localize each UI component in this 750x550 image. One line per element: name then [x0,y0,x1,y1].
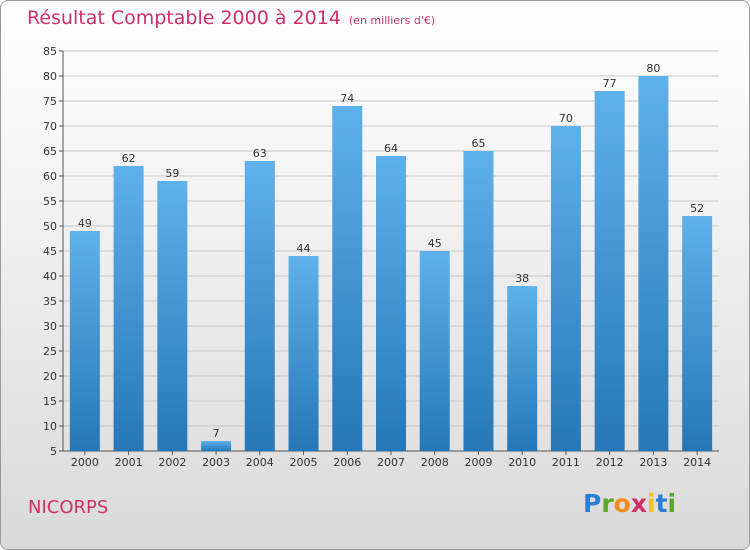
x-tick-label-2003: 2003 [202,456,230,469]
x-tick-label-2008: 2008 [421,456,449,469]
data-label-2009: 65 [471,137,485,150]
bar-2011 [550,126,581,451]
x-tick-label-2009: 2009 [464,456,492,469]
x-tick-label-2007: 2007 [377,456,405,469]
data-label-2000: 49 [78,217,92,230]
y-tick-label: 65 [43,145,57,158]
bar-2013 [638,76,669,451]
chart-title: Résultat Comptable 2000 à 2014 [27,7,341,29]
data-label-2001: 62 [122,152,136,165]
x-tick-label-2011: 2011 [552,456,580,469]
x-tick-label-2014: 2014 [683,456,711,469]
x-tick-label-2005: 2005 [290,456,318,469]
y-tick-label: 15 [43,395,57,408]
logo-letter: x [630,489,647,518]
x-tick-label-2013: 2013 [639,456,667,469]
bar-2010 [507,286,538,451]
logo-letter: i [667,489,677,518]
data-label-2011: 70 [559,112,573,125]
data-label-2005: 44 [297,242,311,255]
x-tick-label-2002: 2002 [158,456,186,469]
y-tick-label: 80 [43,70,57,83]
data-label-2002: 59 [165,167,179,180]
data-label-2007: 64 [384,142,398,155]
x-tick-label-2000: 2000 [71,456,99,469]
y-tick-label: 20 [43,370,57,383]
bar-2007 [376,156,406,451]
data-label-2010: 38 [515,272,529,285]
logo-letter: t [655,489,668,518]
bar-2002 [157,181,188,451]
y-tick-label: 40 [43,270,57,283]
x-tick-label-2012: 2012 [596,456,624,469]
bar-2003 [201,441,232,451]
bar-2014 [682,216,713,451]
data-label-2004: 63 [253,147,267,160]
data-label-2008: 45 [428,237,442,250]
y-tick-label: 50 [43,220,57,233]
data-label-2003: 7 [213,427,220,440]
data-label-2014: 52 [690,202,704,215]
y-tick-label: 55 [43,195,57,208]
logo-letter: i [647,489,656,518]
x-tick-labels: 2000 2001 2002 2003 2004 2005 2006 2007 2008 2009… [71,456,711,469]
bar-2012 [594,91,625,451]
bar-2005 [288,256,319,451]
y-tick-label: 85 [43,45,57,58]
bar-2000 [69,231,100,451]
bar-2004 [244,161,275,451]
title-row: Résultat Comptable 2000 à 2014 (en millie… [27,7,435,29]
y-tick-label: 10 [43,420,57,433]
y-tick-label: 25 [43,345,57,358]
y-tick-label: 45 [43,245,57,258]
bar-2001 [113,166,144,451]
logo-letter: r [601,489,614,518]
bar-2006 [332,106,363,451]
y-tick-label: 75 [43,95,57,108]
y-tick-label: 70 [43,120,57,133]
commune-name: NICORPS [28,497,109,518]
x-tick-label-2006: 2006 [333,456,361,469]
bar-2009 [463,151,494,451]
chart-subtitle: (en milliers d'€) [348,14,436,27]
proxiti-logo: Proxiti [583,489,676,518]
logo-letter: P [583,489,602,518]
bars [69,76,713,451]
y-tick-label: 60 [43,170,57,183]
y-tick-labels: 5 10 15 20 25 30 35 40 45 50 55 60 65 70 75 80 85 [43,45,57,458]
y-tick-label: 30 [43,320,57,333]
logo-letter: o [613,489,631,518]
x-tick-label-2010: 2010 [508,456,536,469]
bar-2008 [419,251,450,451]
data-label-2006: 74 [340,92,354,105]
x-tick-label-2001: 2001 [115,456,143,469]
x-tick-label-2004: 2004 [246,456,274,469]
y-tick-label: 35 [43,295,57,308]
data-labels: 49 62 59 7 63 44 74 64 45 65 38 70 77 80 52 [78,62,704,440]
data-label-2013: 80 [646,62,660,75]
data-label-2012: 77 [603,77,617,90]
y-tick-label: 5 [50,445,57,458]
